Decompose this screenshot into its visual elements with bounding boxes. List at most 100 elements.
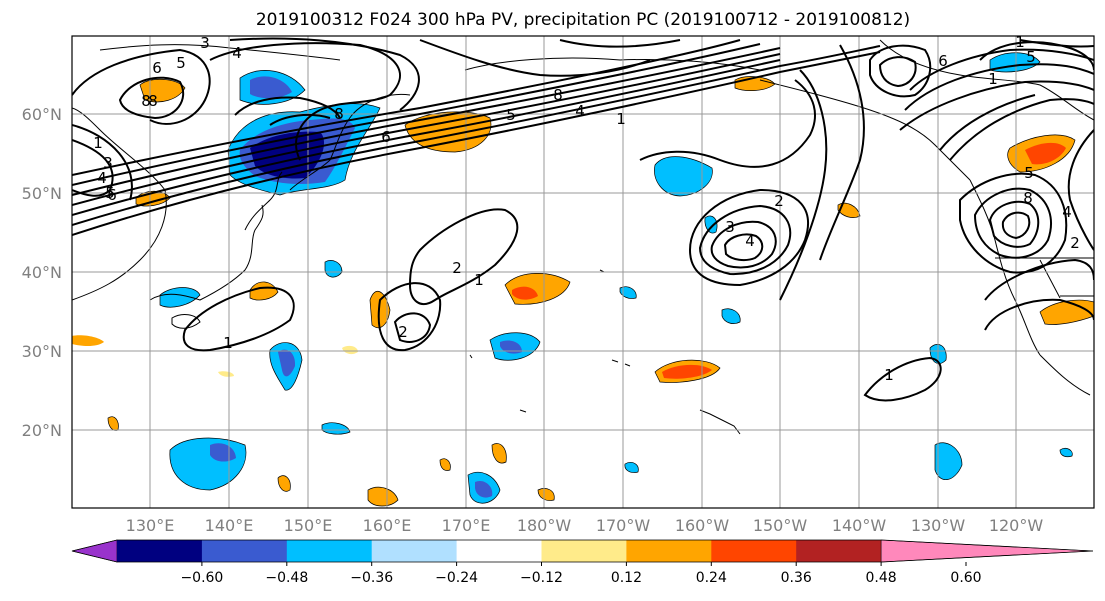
pv-contour-label: 8: [148, 92, 158, 110]
coastline: [99, 44, 341, 61]
longitude-tick-label: 130°E: [126, 516, 175, 535]
pv-contour-line: [973, 187, 1052, 259]
longitude-tick-label: 170°W: [596, 516, 651, 535]
pv-contour-line: [72, 47, 781, 196]
coastline: [699, 409, 741, 435]
pv-contour-line: [72, 45, 881, 226]
coastline: [759, 79, 971, 181]
pv-contour-line: [118, 76, 185, 120]
longitude-tick-label: 180°W: [517, 516, 572, 535]
positive-precip-area: [139, 79, 186, 103]
pv-contour-line: [419, 39, 651, 77]
negative-precip-area: [159, 287, 201, 308]
pv-contour-line: [72, 43, 761, 186]
pv-contour-label: 5: [1026, 48, 1036, 66]
negative-precip-area: [934, 442, 963, 480]
pv-contour-label: 6: [938, 52, 948, 70]
pv-contour-label: 4: [1062, 203, 1072, 221]
pv-contours: [72, 37, 1094, 402]
pv-contour-label: 4: [97, 169, 107, 187]
pv-contour-label: 1: [223, 334, 233, 352]
longitude-tick-label: 140°W: [832, 516, 887, 535]
pv-contour-line: [209, 42, 401, 161]
colorbar-extend-high: [880, 539, 1094, 563]
positive-precip-area: [367, 486, 399, 507]
colorbar-tick-labels: −0.60 −0.48 −0.36 −0.24 −0.12 0.12 0.24 0.36 0.4…: [180, 562, 982, 586]
positive-precip-area: [1025, 142, 1066, 165]
colorbar-segment: [371, 540, 458, 562]
longitude-tick-label: 120°W: [989, 516, 1044, 535]
pv-contour-line: [710, 220, 777, 269]
negative-precip-area: [654, 156, 713, 197]
pv-contour-line: [698, 204, 792, 276]
colorbar-tick-label: 0.24: [696, 570, 727, 586]
pv-contour-line: [72, 139, 114, 197]
pv-contour-label: 2: [398, 323, 408, 341]
colorbar-tick-label: −0.48: [265, 570, 308, 586]
positive-precip-area: [369, 290, 391, 329]
pv-contour-label: 5: [506, 106, 516, 124]
pv-contour-label: 3: [200, 34, 210, 52]
pv-contour-line: [377, 282, 442, 352]
pv-contour-line: [904, 63, 1094, 111]
colorbar-segment: [711, 540, 797, 562]
pv-contour-line: [688, 188, 809, 287]
negative-precip-area: [278, 349, 296, 377]
positive-precip-area: [662, 364, 712, 379]
longitude-tick-label: 160°E: [363, 516, 412, 535]
latitude-tick-label: 60°N: [22, 105, 62, 124]
pv-contour-line: [819, 44, 865, 261]
longitude-tick-label: 160°W: [675, 516, 730, 535]
coastline: [149, 204, 264, 301]
longitude-tick-label: 170°E: [442, 516, 491, 535]
colorbar-segment: [117, 540, 203, 562]
negative-precip-area: [624, 462, 639, 473]
pv-contour-line: [72, 53, 781, 206]
colorbar-segment: [201, 540, 288, 562]
colorbar-extend-low: [71, 539, 118, 563]
pv-contour-line: [949, 98, 1094, 161]
pv-contour-label: 1: [1015, 33, 1025, 51]
pv-contour-label: 5: [1024, 164, 1034, 182]
pv-contour-line: [878, 56, 917, 88]
pv-contour-line: [988, 200, 1040, 248]
colorbar-segment: [286, 540, 373, 562]
pv-contour-label: 2: [1070, 234, 1080, 252]
colorbar: −0.60 −0.48 −0.36 −0.24 −0.12 0.12 0.24 0.36 0.4…: [71, 539, 1094, 586]
pv-contour-line: [182, 286, 295, 352]
pv-contour-line: [72, 59, 781, 216]
positive-precip-area: [249, 281, 279, 301]
pv-contour-line: [72, 39, 741, 176]
colorbar-segment: [456, 540, 542, 562]
pv-contour-line: [979, 41, 1094, 71]
positive-precip-area: [72, 335, 104, 346]
pv-contour-label: 8: [553, 86, 563, 104]
pv-contour-line: [984, 258, 1094, 301]
pv-contour-label: 8: [334, 105, 344, 123]
colorbar-segment: [541, 540, 627, 562]
negative-precip-area: [250, 76, 292, 99]
pv-contour-label: 5: [105, 184, 115, 202]
pv-contour-label: 1: [616, 110, 626, 128]
pv-contour-line: [72, 51, 881, 236]
negative-precip-area: [321, 422, 351, 435]
pv-contour-label: 4: [745, 232, 755, 250]
pv-contour-line: [899, 80, 1094, 131]
positive-precip-area: [277, 475, 291, 492]
longitude-tick-labels: 130°E 140°E 150°E 160°E 170°E 180°W 170°W 160°W…: [126, 516, 1044, 535]
pv-contour-label: 2: [774, 192, 784, 210]
latitude-tick-label: 50°N: [22, 184, 62, 203]
longitude-tick-label: 140°E: [205, 516, 254, 535]
positive-precip-area: [837, 202, 861, 218]
colorbar-tick-label: −0.60: [180, 570, 223, 586]
pv-contour-line: [72, 48, 211, 125]
pv-contour-line: [72, 124, 133, 201]
map-frame: [71, 35, 1095, 509]
longitude-tick-label: 150°W: [753, 516, 808, 535]
coastline: [171, 314, 201, 329]
negative-precip-area: [1059, 448, 1073, 458]
pv-contour-line: [959, 172, 1068, 274]
coastline: [464, 57, 761, 71]
figure-title: 2019100312 F024 300 hPa PV, precipitatio…: [256, 10, 910, 30]
